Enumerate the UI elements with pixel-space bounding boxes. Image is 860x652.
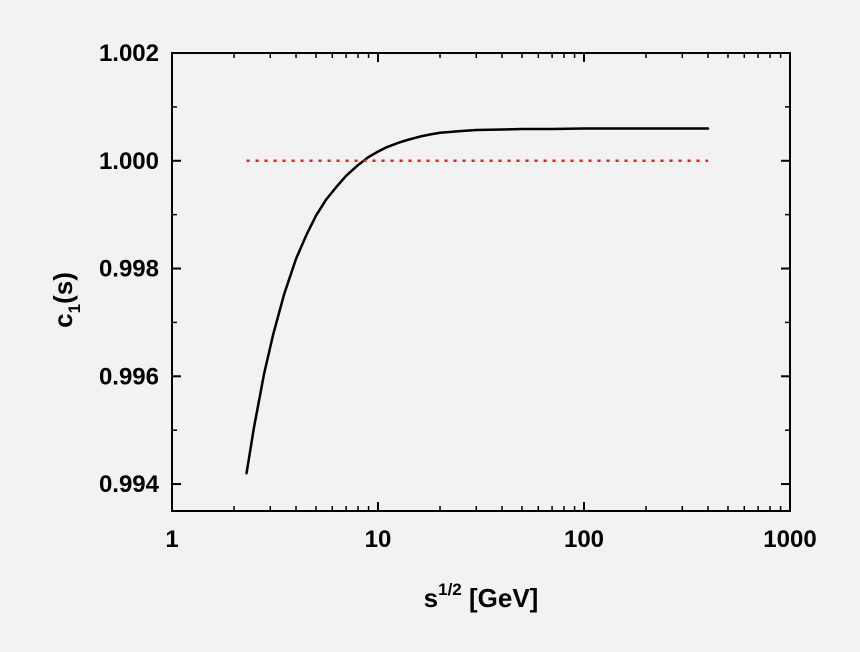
tick-labels: 1 10 100 1000 0.994 0.996 0.998 1.000 1.002 (99, 40, 817, 553)
y-tick-label: 0.998 (99, 256, 159, 283)
y-tick-label: 0.994 (99, 471, 160, 498)
tick-marks (171, 52, 791, 511)
y-axis-label: c1(s) (48, 272, 84, 328)
series-group (245, 127, 710, 475)
x-tick-label: 100 (564, 526, 604, 553)
x-tick-label: 1000 (763, 526, 816, 553)
y-tick-label: 1.000 (99, 148, 159, 175)
x-tick-label: 1 (165, 526, 178, 553)
series-line-c1 (245, 127, 710, 475)
y-tick-label: 0.996 (99, 363, 159, 390)
x-axis-label: s1/2 [GeV] (424, 580, 539, 613)
x-tick-label: 10 (365, 526, 392, 553)
plot-frame (171, 52, 791, 512)
y-tick-label: 1.002 (99, 40, 159, 67)
